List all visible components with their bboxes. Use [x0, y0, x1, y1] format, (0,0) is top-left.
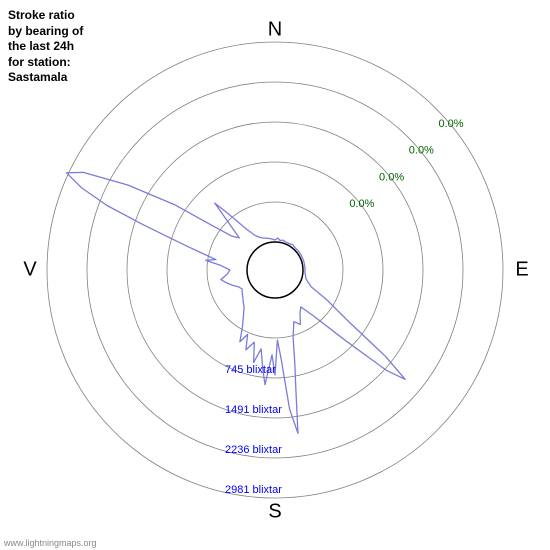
- strike-count-label: 2236 blixtar: [225, 444, 282, 456]
- compass-e: E: [515, 258, 528, 280]
- percent-label: 0.0%: [349, 198, 374, 210]
- strike-count-label: 1491 blixtar: [225, 404, 282, 416]
- attribution-footer: www.lightningmaps.org: [4, 538, 97, 548]
- rose-polygon: [67, 172, 406, 433]
- compass-v: V: [23, 258, 37, 280]
- strike-count-label: 745 blixtar: [225, 364, 276, 376]
- strike-count-label: 2981 blixtar: [225, 484, 282, 496]
- center-circle: [247, 242, 303, 298]
- percent-ring-labels: 0.0% 0.0% 0.0% 0.0%: [349, 118, 463, 210]
- percent-label: 0.0%: [379, 171, 404, 183]
- percent-label: 0.0%: [409, 145, 434, 157]
- polar-chart-svg: N E S V 0.0% 0.0% 0.0% 0.0% 745 blixtar 1491 bl…: [0, 0, 550, 550]
- chart-container: Stroke ratio by bearing of the last 24h …: [0, 0, 550, 550]
- compass-n: N: [268, 18, 282, 40]
- percent-label: 0.0%: [438, 118, 463, 130]
- strike-ring-labels: 745 blixtar 1491 blixtar 2236 blixtar 2981 …: [225, 364, 282, 496]
- compass-s: S: [268, 500, 281, 522]
